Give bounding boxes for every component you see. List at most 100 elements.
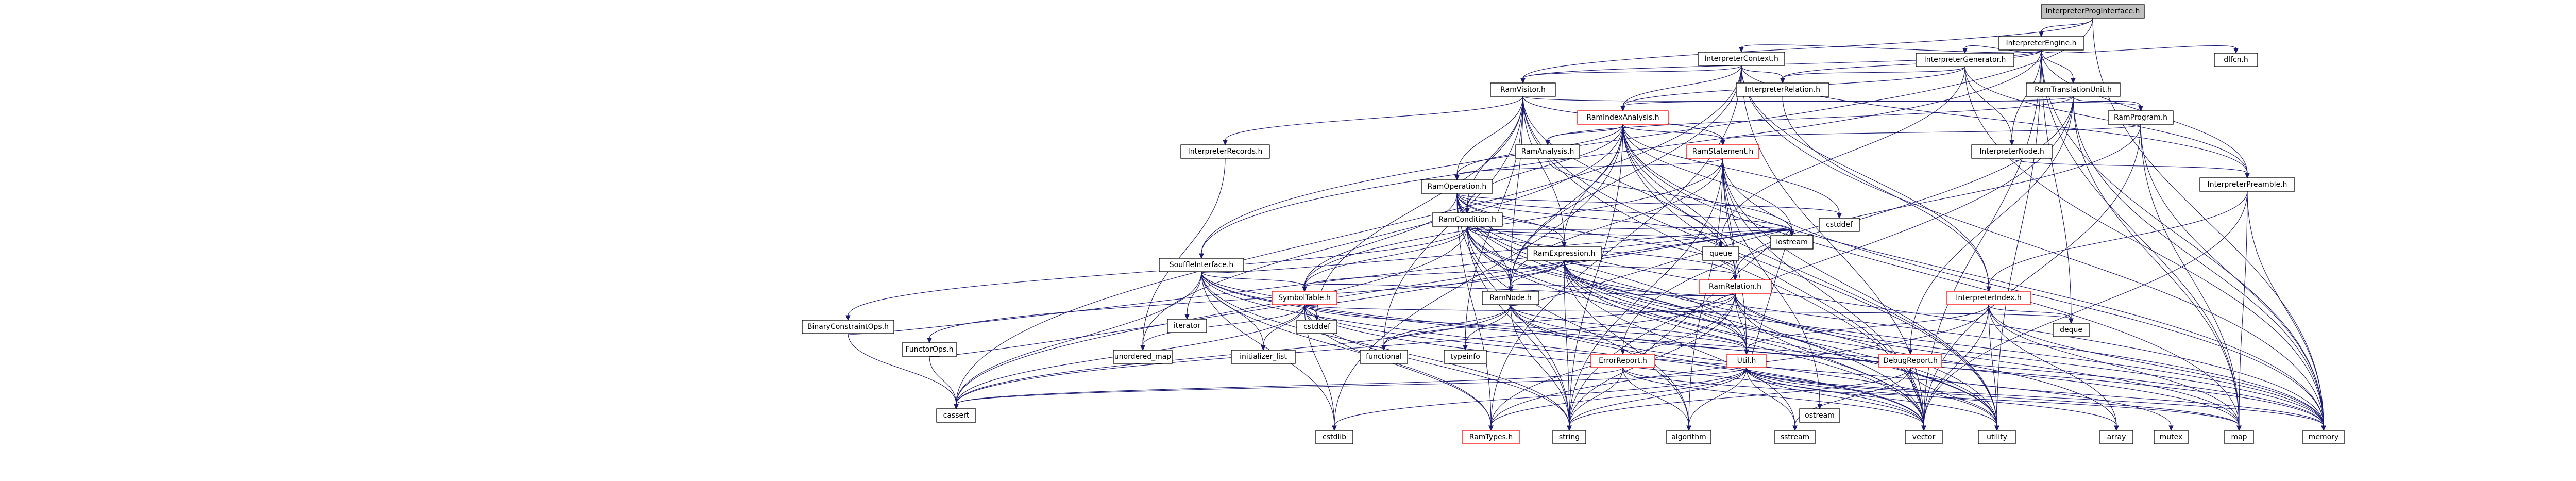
node-cstddef_top[interactable]: cstddef xyxy=(1819,218,1860,232)
node-map[interactable]: map xyxy=(2224,430,2254,444)
node-generator[interactable]: InterpreterGenerator.h xyxy=(1916,53,2014,67)
node-label: unordered_map xyxy=(1114,353,1171,361)
node-box xyxy=(1978,430,2016,444)
dependency-edge-iindex-to-map xyxy=(1988,304,2242,432)
node-errorreport[interactable]: ErrorReport.h xyxy=(1590,354,1655,368)
node-typeinfo[interactable]: typeinfo xyxy=(1444,350,1487,364)
node-box xyxy=(1686,144,1759,159)
node-box xyxy=(2302,430,2345,444)
node-algorithm[interactable]: algorithm xyxy=(1666,430,1711,444)
node-iterator[interactable]: iterator xyxy=(1167,319,1207,333)
node-label: InterpreterRelation.h xyxy=(1745,86,1820,94)
node-ostream[interactable]: ostream xyxy=(1799,408,1840,423)
node-label: InterpreterProgInterface.h xyxy=(2046,7,2140,15)
dependency-edge-util-to-cassert xyxy=(954,367,1747,410)
node-symboltable[interactable]: SymbolTable.h xyxy=(1272,291,1337,305)
node-label: RamNode.h xyxy=(1489,294,1532,302)
node-label: FunctorOps.h xyxy=(905,345,953,354)
node-engine[interactable]: InterpreterEngine.h xyxy=(1998,36,2084,51)
dependency-edge-context-to-indexanalysis xyxy=(1620,65,1742,112)
node-statement[interactable]: RamStatement.h xyxy=(1686,144,1759,159)
node-iostream[interactable]: iostream xyxy=(1770,235,1814,250)
node-utility[interactable]: utility xyxy=(1978,430,2016,444)
node-box xyxy=(2041,4,2145,19)
node-mutex[interactable]: mutex xyxy=(2154,430,2189,444)
node-vector[interactable]: vector xyxy=(1905,430,1943,444)
node-functional[interactable]: functional xyxy=(1360,350,1408,364)
node-deque[interactable]: deque xyxy=(2053,323,2090,337)
node-box xyxy=(1819,218,1860,232)
node-string[interactable]: string xyxy=(1552,430,1586,444)
node-souffleiface[interactable]: SouffleInterface.h xyxy=(1159,258,1244,272)
node-box xyxy=(1916,53,2014,67)
dependency-edge-souffleiface-to-iterator xyxy=(1184,271,1202,320)
node-visitor[interactable]: RamVisitor.h xyxy=(1490,82,1556,97)
dependency-edge-engine-to-context xyxy=(1739,44,2042,53)
node-cassert[interactable]: cassert xyxy=(936,408,976,423)
node-condition[interactable]: RamCondition.h xyxy=(1432,212,1503,227)
node-ramtypes[interactable]: RamTypes.h xyxy=(1462,430,1520,444)
node-dlfcn[interactable]: dlfcn.h xyxy=(2214,53,2258,67)
node-unordered_map[interactable]: unordered_map xyxy=(1113,350,1173,364)
node-label: cstddef xyxy=(1303,323,1331,331)
node-debugreport[interactable]: DebugReport.h xyxy=(1878,354,1942,368)
node-label: mutex xyxy=(2160,433,2183,441)
node-box xyxy=(936,408,976,423)
node-label: BinaryConstraintOps.h xyxy=(807,323,889,331)
dependency-edge-condition-to-queue xyxy=(1467,226,1723,248)
node-analysis[interactable]: RamAnalysis.h xyxy=(1515,144,1580,159)
dependency-edge-symboltable-to-initializer_list xyxy=(1261,304,1305,351)
node-indexanalysis[interactable]: RamIndexAnalysis.h xyxy=(1577,110,1669,125)
node-initializer_list[interactable]: initializer_list xyxy=(1231,350,1296,364)
node-box xyxy=(1878,354,1942,368)
dependency-edge-generator-to-irelation xyxy=(1780,66,1965,84)
node-records[interactable]: InterpreterRecords.h xyxy=(1180,144,1270,159)
node-box xyxy=(802,320,894,334)
node-box xyxy=(1231,350,1296,364)
node-box xyxy=(1946,291,2031,305)
node-translation[interactable]: RamTranslationUnit.h xyxy=(2026,82,2121,97)
node-label: InterpreterNode.h xyxy=(1979,147,2044,156)
node-ramnode[interactable]: RamNode.h xyxy=(1482,291,1539,305)
node-iindex[interactable]: InterpreterIndex.h xyxy=(1946,291,2031,305)
node-box xyxy=(2154,430,2189,444)
node-functorops[interactable]: FunctorOps.h xyxy=(902,342,957,357)
node-box xyxy=(1590,354,1655,368)
node-memory[interactable]: memory xyxy=(2302,430,2345,444)
dependency-edge-errorreport-to-string xyxy=(1567,367,1623,432)
node-sstream[interactable]: sstream xyxy=(1774,430,1816,444)
node-array[interactable]: array xyxy=(2099,430,2133,444)
dependency-edge-expression-to-util xyxy=(1564,260,1749,355)
dependency-edge-translation-to-memory xyxy=(2073,96,2326,432)
dependency-edge-expression-to-ramrelation xyxy=(1564,260,1738,281)
dependency-edge-visitor-to-expression xyxy=(1522,96,1567,248)
node-expression[interactable]: RamExpression.h xyxy=(1527,246,1602,261)
node-inode[interactable]: InterpreterNode.h xyxy=(1971,144,2053,159)
node-box xyxy=(1770,235,1814,250)
dependency-edge-util-to-cstdlib xyxy=(1332,367,1747,432)
dependency-edge-util-to-ramtypes xyxy=(1488,367,1747,432)
node-program[interactable]: RamProgram.h xyxy=(2108,110,2174,125)
node-ramrelation[interactable]: RamRelation.h xyxy=(1699,279,1772,294)
node-box xyxy=(902,342,957,357)
dependency-edge-program-to-statement xyxy=(1720,124,2141,146)
node-binaryconstraint[interactable]: BinaryConstraintOps.h xyxy=(802,320,894,334)
node-queue[interactable]: queue xyxy=(1702,246,1739,261)
dependency-edge-root-to-engine xyxy=(2039,18,2093,38)
node-box xyxy=(1577,110,1669,125)
node-context[interactable]: InterpreterContext.h xyxy=(1698,52,1785,66)
dependency-edge-inode-to-preamble xyxy=(2011,158,2250,179)
node-irelation[interactable]: InterpreterRelation.h xyxy=(1736,82,1829,97)
node-label: InterpreterPreamble.h xyxy=(2208,180,2287,189)
node-label: RamAnalysis.h xyxy=(1521,147,1574,156)
node-root: InterpreterProgInterface.h xyxy=(2041,4,2145,19)
node-cstdlib[interactable]: cstdlib xyxy=(1315,430,1353,444)
node-box xyxy=(1360,350,1408,364)
node-label: algorithm xyxy=(1671,433,1706,441)
node-operation[interactable]: RamOperation.h xyxy=(1421,179,1493,194)
node-label: sstream xyxy=(1781,433,1809,441)
node-cstddef[interactable]: cstddef xyxy=(1296,320,1337,334)
dependency-edge-generator-to-inode xyxy=(1964,66,2014,146)
node-preamble[interactable]: InterpreterPreamble.h xyxy=(2199,177,2295,192)
node-util[interactable]: Util.h xyxy=(1726,354,1767,368)
